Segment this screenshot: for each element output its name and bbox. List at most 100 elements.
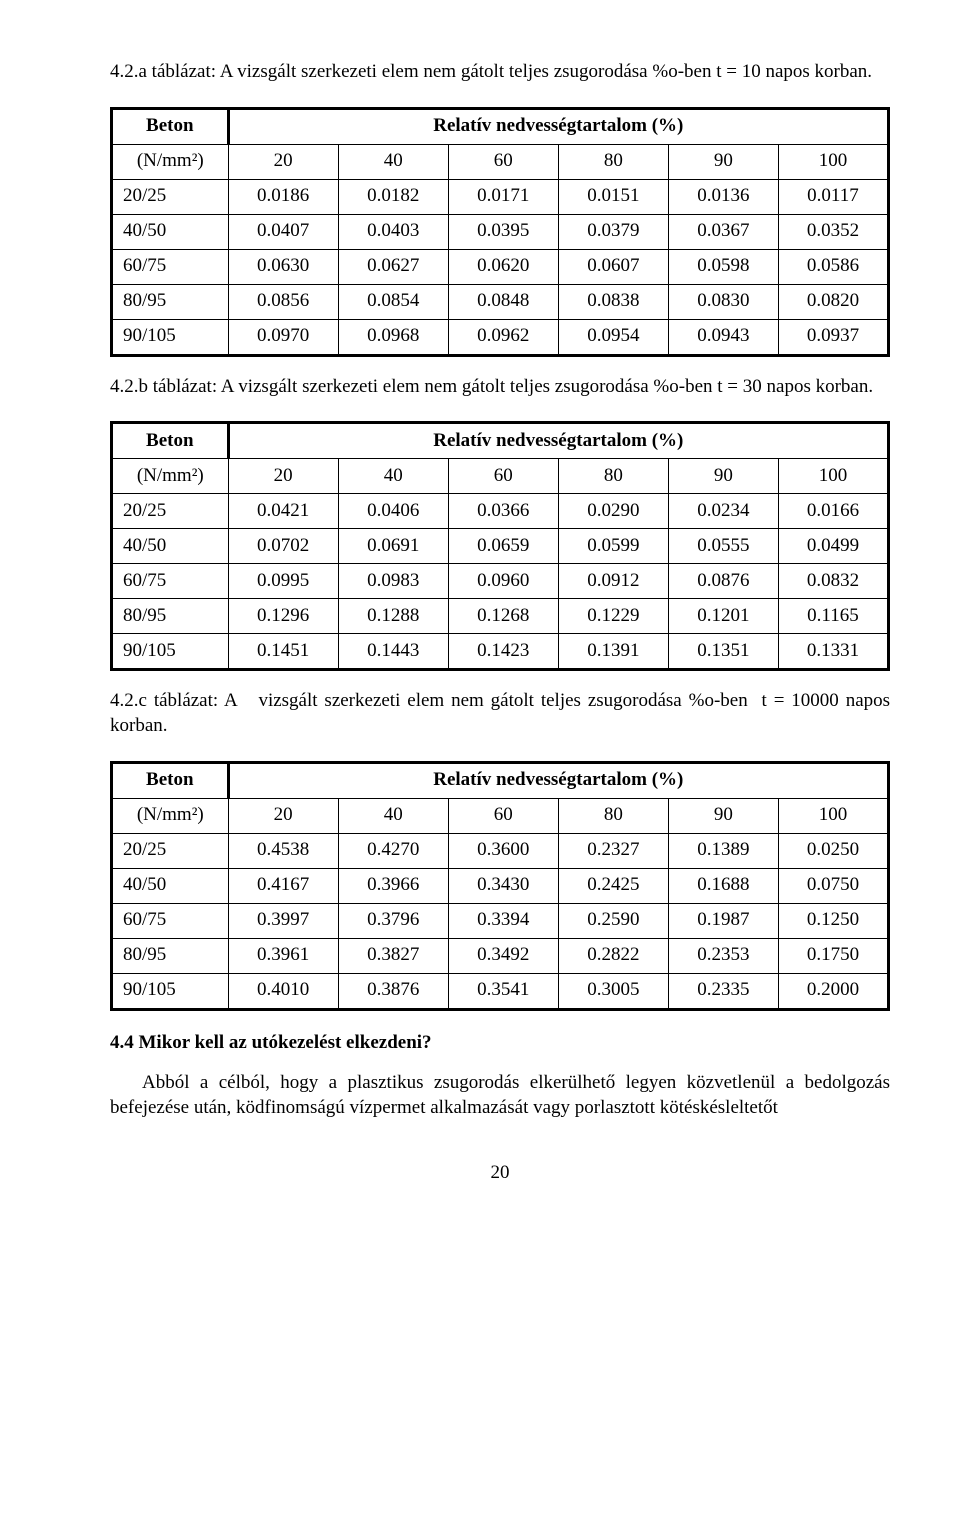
cell: 0.0555 <box>668 529 778 564</box>
row-label: 20/25 <box>112 494 229 529</box>
row-label: 60/75 <box>112 564 229 599</box>
cell: 0.1250 <box>778 903 888 938</box>
cell: 0.1750 <box>778 938 888 973</box>
cell: 0.0820 <box>778 284 888 319</box>
cell: 0.0830 <box>668 284 778 319</box>
table-row: 40/50 0.4167 0.3966 0.3430 0.2425 0.1688… <box>112 868 889 903</box>
cell: 0.0352 <box>778 214 888 249</box>
row-label: 40/50 <box>112 868 229 903</box>
cell: 0.4167 <box>228 868 338 903</box>
cell: 0.0421 <box>228 494 338 529</box>
body-paragraph: Abból a célból, hogy a plasztikus zsugor… <box>110 1071 890 1120</box>
cell: 0.0659 <box>448 529 558 564</box>
cell: 0.0379 <box>558 214 668 249</box>
col-60: 60 <box>448 459 558 494</box>
caption-a: 4.2.a táblázat: A vizsgált szerkezeti el… <box>110 60 890 85</box>
col-80: 80 <box>558 144 668 179</box>
cell: 0.3827 <box>338 938 448 973</box>
table-row: 20/25 0.4538 0.4270 0.3600 0.2327 0.1389… <box>112 833 889 868</box>
cell: 0.0366 <box>448 494 558 529</box>
cell: 0.0691 <box>338 529 448 564</box>
cell: 0.0395 <box>448 214 558 249</box>
table-row: 20/25 0.0421 0.0406 0.0366 0.0290 0.0234… <box>112 494 889 529</box>
cell: 0.3966 <box>338 868 448 903</box>
section-heading: 4.4 Mikor kell az utókezelést elkezdeni? <box>110 1031 890 1056</box>
cell: 0.3430 <box>448 868 558 903</box>
cell: 0.0182 <box>338 179 448 214</box>
cell: 0.1389 <box>668 833 778 868</box>
cell: 0.1351 <box>668 634 778 670</box>
cell: 0.0620 <box>448 249 558 284</box>
row-label: 60/75 <box>112 249 229 284</box>
row-label: 20/25 <box>112 833 229 868</box>
cell: 0.0290 <box>558 494 668 529</box>
row-label: 90/105 <box>112 973 229 1009</box>
cell: 0.0937 <box>778 319 888 355</box>
cell: 0.0586 <box>778 249 888 284</box>
cell: 0.0876 <box>668 564 778 599</box>
col-90: 90 <box>668 459 778 494</box>
table-row: 80/95 0.0856 0.0854 0.0848 0.0838 0.0830… <box>112 284 889 319</box>
cell: 0.0954 <box>558 319 668 355</box>
table-row: 60/75 0.0630 0.0627 0.0620 0.0607 0.0598… <box>112 249 889 284</box>
col-40: 40 <box>338 144 448 179</box>
row-label: 90/105 <box>112 319 229 355</box>
col-60: 60 <box>448 144 558 179</box>
cell: 0.2353 <box>668 938 778 973</box>
cell: 0.0166 <box>778 494 888 529</box>
cell: 0.0832 <box>778 564 888 599</box>
cell: 0.1451 <box>228 634 338 670</box>
header-rel: Relatív nedvességtartalom (%) <box>228 108 888 144</box>
header-unit: (N/mm²) <box>112 798 229 833</box>
cell: 0.2000 <box>778 973 888 1009</box>
cell: 0.0983 <box>338 564 448 599</box>
row-label: 20/25 <box>112 179 229 214</box>
cell: 0.3394 <box>448 903 558 938</box>
cell: 0.1688 <box>668 868 778 903</box>
cell: 0.0962 <box>448 319 558 355</box>
caption-c-mid: vizsgált szerkezeti elem nem gátolt telj… <box>258 690 747 711</box>
col-100: 100 <box>778 459 888 494</box>
header-rel: Relatív nedvességtartalom (%) <box>228 762 888 798</box>
col-20: 20 <box>228 798 338 833</box>
page-number: 20 <box>110 1161 890 1186</box>
cell: 0.1391 <box>558 634 668 670</box>
header-beton: Beton <box>112 762 229 798</box>
cell: 0.4538 <box>228 833 338 868</box>
col-20: 20 <box>228 144 338 179</box>
cell: 0.1288 <box>338 599 448 634</box>
cell: 0.3796 <box>338 903 448 938</box>
cell: 0.4270 <box>338 833 448 868</box>
cell: 0.0234 <box>668 494 778 529</box>
cell: 0.0403 <box>338 214 448 249</box>
cell: 0.0367 <box>668 214 778 249</box>
row-label: 80/95 <box>112 599 229 634</box>
cell: 0.2590 <box>558 903 668 938</box>
table-a: Beton Relatív nedvességtartalom (%) (N/m… <box>110 107 890 357</box>
cell: 0.2822 <box>558 938 668 973</box>
cell: 0.0599 <box>558 529 668 564</box>
header-unit: (N/mm²) <box>112 144 229 179</box>
col-90: 90 <box>668 144 778 179</box>
row-label: 80/95 <box>112 938 229 973</box>
cell: 0.3997 <box>228 903 338 938</box>
col-60: 60 <box>448 798 558 833</box>
table-row: 90/105 0.4010 0.3876 0.3541 0.3005 0.233… <box>112 973 889 1009</box>
cell: 0.0856 <box>228 284 338 319</box>
cell: 0.0136 <box>668 179 778 214</box>
cell: 0.3541 <box>448 973 558 1009</box>
table-b: Beton Relatív nedvességtartalom (%) (N/m… <box>110 421 890 671</box>
col-90: 90 <box>668 798 778 833</box>
row-label: 80/95 <box>112 284 229 319</box>
col-100: 100 <box>778 144 888 179</box>
row-label: 90/105 <box>112 634 229 670</box>
cell: 0.0171 <box>448 179 558 214</box>
row-label: 60/75 <box>112 903 229 938</box>
header-beton: Beton <box>112 108 229 144</box>
cell: 0.0406 <box>338 494 448 529</box>
table-row: 40/50 0.0702 0.0691 0.0659 0.0599 0.0555… <box>112 529 889 564</box>
cell: 0.0960 <box>448 564 558 599</box>
table-row: 60/75 0.3997 0.3796 0.3394 0.2590 0.1987… <box>112 903 889 938</box>
cell: 0.0912 <box>558 564 668 599</box>
header-unit: (N/mm²) <box>112 459 229 494</box>
